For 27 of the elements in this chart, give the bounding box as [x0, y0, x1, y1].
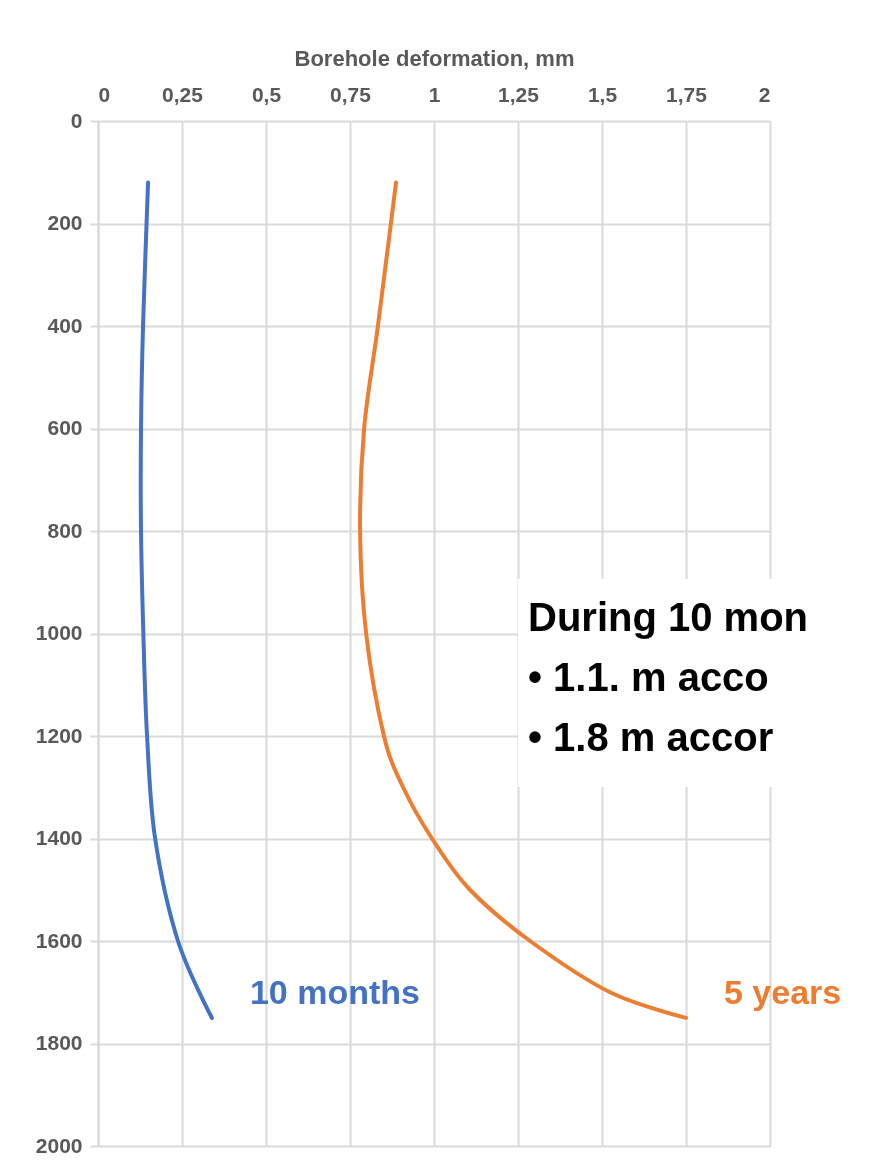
x-tick-label: 0: [98, 82, 111, 106]
annotation: • 1.1. m acco: [528, 655, 769, 699]
y-tick-label: 0: [70, 108, 83, 132]
y-tick-label: 200: [47, 211, 83, 234]
y-tick-label: 400: [47, 313, 83, 337]
y-tick-label: 1600: [35, 928, 83, 952]
line-series: [138, 180, 214, 1020]
x-tick-label: 0,75: [330, 82, 372, 106]
x-tick-label: 1: [428, 82, 441, 106]
x-tick-label: 0,5: [251, 82, 282, 106]
y-tick-label: 1400: [35, 826, 83, 849]
x-tick-label: 1,5: [587, 82, 618, 106]
y-tick-label: 2000: [35, 1133, 83, 1157]
series-label: 10 months: [249, 972, 420, 1011]
y-tick-label: 800: [47, 518, 83, 542]
x-tick-label: 0,25: [162, 82, 204, 106]
y-tick-label: 1000: [35, 621, 83, 644]
series-label: 5 years: [724, 972, 842, 1011]
y-tick-label: 1800: [35, 1031, 83, 1054]
annotation: During 10 mon: [528, 595, 809, 639]
x-axis-title: Borehole deformation, mm: [294, 45, 575, 71]
annotation: • 1.8 m accor: [528, 715, 774, 759]
x-tick-label: 1,75: [666, 82, 708, 106]
x-tick-label: 2: [758, 82, 771, 106]
x-tick-label: 1,25: [498, 82, 540, 106]
y-tick-label: 1200: [35, 723, 83, 747]
y-tick-label: 600: [47, 416, 83, 439]
